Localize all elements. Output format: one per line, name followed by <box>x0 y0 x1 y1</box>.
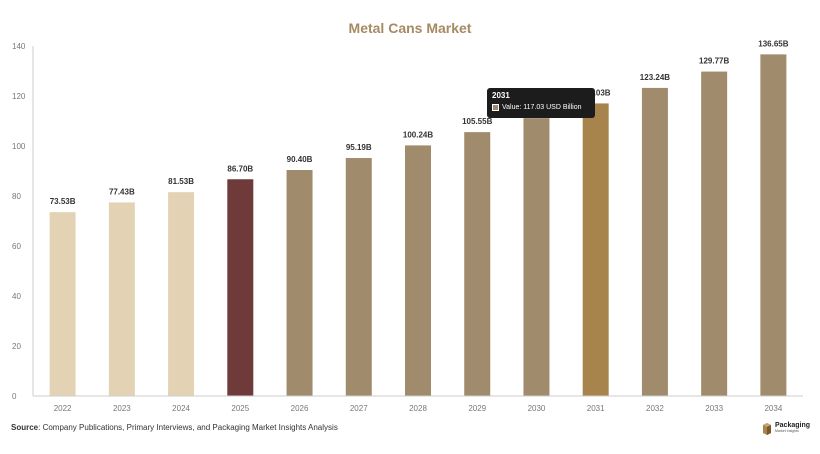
source-label: Source <box>11 423 39 432</box>
data-label: 105.55B <box>462 117 492 126</box>
data-label: 123.24B <box>640 73 670 82</box>
logo-subtitle: Market Insights <box>775 429 799 433</box>
bar-2031[interactable] <box>582 103 609 397</box>
x-tick-label: 2023 <box>113 404 131 413</box>
data-label: 117.03B <box>581 88 611 97</box>
data-label: 95.19B <box>346 143 372 152</box>
bars <box>49 54 787 397</box>
data-label: 73.53B <box>50 197 76 206</box>
bar-2034[interactable] <box>760 54 787 396</box>
x-tick-label: 2034 <box>764 404 782 413</box>
x-tick-label: 2031 <box>587 404 605 413</box>
bar-2023[interactable] <box>108 202 135 396</box>
y-tick-label: 80 <box>12 192 21 201</box>
chart-title: Metal Cans Market <box>348 20 472 36</box>
data-label: 77.43B <box>109 187 135 196</box>
source-note: Source: Company Publications, Primary In… <box>11 423 338 432</box>
x-tick-label: 2033 <box>705 404 723 413</box>
x-axis: 2022 2023 2024 2025 2026 2027 2028 2029 2030 2031… <box>33 395 803 413</box>
bar-2032[interactable] <box>641 87 668 397</box>
bar-2022[interactable] <box>49 212 76 396</box>
bar-2024[interactable] <box>168 192 195 396</box>
y-tick-label: 20 <box>12 342 21 351</box>
tooltip-row: Value: 117.03 USD Billion <box>492 104 590 111</box>
data-label: 81.53B <box>168 177 194 186</box>
data-label: 90.40B <box>287 155 313 164</box>
y-tick-label: 40 <box>12 292 21 301</box>
y-tick-label: 120 <box>12 92 26 101</box>
bar-tooltip: 2031 Value: 117.03 USD Billion <box>487 88 595 118</box>
y-tick-label: 140 <box>12 42 26 51</box>
company-logo: Packaging Market Insights <box>762 422 810 436</box>
bar-2029[interactable] <box>464 132 491 396</box>
y-axis: 0 20 40 60 80 100 120 140 <box>12 42 34 401</box>
y-tick-label: 0 <box>12 392 17 401</box>
x-tick-label: 2025 <box>231 404 249 413</box>
data-label: 100.24B <box>403 130 433 139</box>
bar-2030[interactable] <box>523 118 550 396</box>
x-tick-label: 2028 <box>409 404 427 413</box>
data-label: 136.65B <box>758 39 788 48</box>
data-labels: 73.53B 77.43B 81.53B 86.70B 90.40B 95.19B 100.… <box>50 39 789 206</box>
x-tick-label: 2024 <box>172 404 190 413</box>
data-label: 129.77B <box>699 57 729 66</box>
bar-2027[interactable] <box>345 158 372 396</box>
box-logo-icon <box>763 423 771 435</box>
x-tick-label: 2032 <box>646 404 664 413</box>
logo-name: Packaging <box>775 422 811 429</box>
bar-2026[interactable] <box>286 170 313 396</box>
y-tick-label: 100 <box>12 142 26 151</box>
source-text: : Company Publications, Primary Intervie… <box>38 423 338 432</box>
x-tick-label: 2027 <box>350 404 368 413</box>
tooltip-text: Value: 117.03 USD Billion <box>502 104 582 111</box>
bar-2033[interactable] <box>701 71 728 396</box>
x-tick-label: 2030 <box>528 404 546 413</box>
bar-2025[interactable] <box>227 179 254 396</box>
x-tick-label: 2022 <box>54 404 72 413</box>
tooltip-title: 2031 <box>492 91 510 100</box>
x-tick-label: 2026 <box>291 404 309 413</box>
tooltip-swatch <box>492 104 499 111</box>
data-label: 86.70B <box>227 164 253 173</box>
x-tick-label: 2029 <box>468 404 486 413</box>
bar-2028[interactable] <box>405 145 431 396</box>
y-tick-label: 60 <box>12 242 21 251</box>
